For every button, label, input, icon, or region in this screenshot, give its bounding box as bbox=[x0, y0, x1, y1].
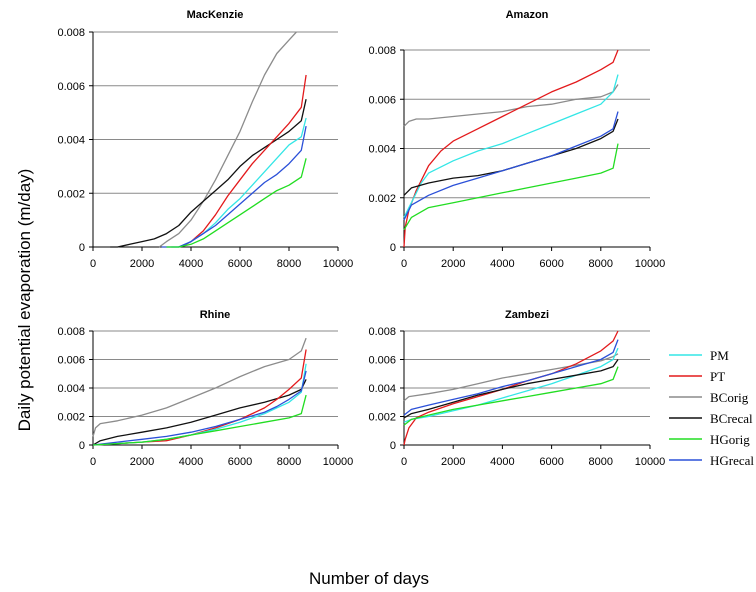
x-tick-label: 0 bbox=[90, 456, 96, 468]
y-tick-label: 0.004 bbox=[368, 383, 396, 395]
series-line-bcorig bbox=[92, 337, 307, 437]
legend: PM PT BCorig BCrecal HGorig HGrecal bbox=[669, 348, 754, 468]
series-line-bcorig bbox=[403, 84, 619, 127]
x-tick-label: 10000 bbox=[323, 258, 354, 270]
y-tick-label: 0 bbox=[79, 242, 85, 254]
y-tick-label: 0.002 bbox=[368, 412, 396, 424]
y-tick-label: 0.008 bbox=[57, 326, 85, 338]
legend-label-hgorig: HGorig bbox=[710, 432, 750, 447]
legend-label-pt: PT bbox=[710, 369, 725, 384]
series-line-bcorig bbox=[403, 353, 619, 402]
y-tick-label: 0.008 bbox=[57, 27, 85, 39]
x-tick-label: 2000 bbox=[441, 456, 465, 468]
x-tick-label: 4000 bbox=[179, 258, 203, 270]
series-line-pm bbox=[403, 74, 619, 218]
x-tick-label: 8000 bbox=[589, 456, 613, 468]
x-tick-label: 2000 bbox=[130, 456, 154, 468]
series-line-bcorig bbox=[158, 31, 297, 248]
x-tick-label: 6000 bbox=[539, 258, 563, 270]
x-tick-label: 8000 bbox=[277, 258, 301, 270]
y-tick-label: 0 bbox=[79, 440, 85, 452]
x-tick-label: 6000 bbox=[228, 456, 252, 468]
series-line-hgrecal bbox=[161, 125, 307, 248]
y-tick-label: 0.002 bbox=[57, 412, 85, 424]
series-line-hgorig bbox=[403, 143, 619, 231]
legend-label-bcorig: BCorig bbox=[710, 390, 749, 405]
x-tick-label: 6000 bbox=[228, 258, 252, 270]
series-line-bcrecal bbox=[403, 359, 619, 419]
x-tick-label: 10000 bbox=[635, 258, 666, 270]
panel-zambezi: Zambezi 0 0.002 0.004 0.006 0.008 0 2000 4000 600… bbox=[368, 309, 665, 468]
x-tick-label: 2000 bbox=[130, 258, 154, 270]
panel-rhine: Rhine 0 0.002 0.004 0.006 0.008 0 2000 4000 6000 8… bbox=[57, 309, 353, 468]
series-line-hgrecal bbox=[92, 370, 307, 446]
y-tick-label: 0.006 bbox=[57, 81, 85, 93]
y-tick-label: 0.006 bbox=[57, 355, 85, 367]
series-line-hgorig bbox=[403, 366, 619, 426]
series-line-bcrecal bbox=[110, 99, 307, 248]
x-tick-label: 4000 bbox=[490, 456, 514, 468]
x-tick-label: 10000 bbox=[635, 456, 666, 468]
y-tick-label: 0.004 bbox=[57, 135, 85, 147]
y-tick-label: 0.006 bbox=[368, 94, 396, 106]
x-tick-label: 10000 bbox=[323, 456, 354, 468]
panel-title: Zambezi bbox=[505, 309, 549, 321]
x-tick-label: 0 bbox=[401, 456, 407, 468]
x-tick-label: 8000 bbox=[277, 456, 301, 468]
series-line-hgrecal bbox=[403, 111, 619, 221]
series-line-pm bbox=[403, 347, 619, 423]
series-line-pt bbox=[178, 74, 307, 248]
panel-title: Amazon bbox=[506, 9, 549, 21]
y-tick-label: 0.006 bbox=[368, 355, 396, 367]
y-tick-label: 0 bbox=[390, 440, 396, 452]
x-axis-label: Number of days bbox=[309, 569, 429, 588]
y-axis-label: Daily potential evaporation (m/day) bbox=[15, 169, 34, 432]
y-tick-label: 0.008 bbox=[368, 45, 396, 57]
panel-title: Rhine bbox=[200, 309, 231, 321]
series-line-hgorig bbox=[92, 394, 307, 446]
x-tick-label: 0 bbox=[90, 258, 96, 270]
x-tick-label: 8000 bbox=[589, 258, 613, 270]
y-tick-label: 0.002 bbox=[368, 193, 396, 205]
panel-mackenzie: MacKenzie 0 0.002 0.004 0.006 0.008 0 2000 4000 6… bbox=[57, 9, 353, 270]
x-tick-label: 4000 bbox=[490, 258, 514, 270]
legend-label-bcrecal: BCrecal bbox=[710, 411, 753, 426]
y-tick-label: 0 bbox=[390, 242, 396, 254]
panel-title: MacKenzie bbox=[187, 9, 244, 21]
panel-amazon: Amazon 0 0.002 0.004 0.006 0.008 0 2000 4000 6000… bbox=[368, 9, 665, 270]
legend-label-hgrecal: HGrecal bbox=[710, 453, 754, 468]
series-line-pt bbox=[403, 330, 619, 446]
legend-label-pm: PM bbox=[710, 348, 729, 363]
x-tick-label: 0 bbox=[401, 258, 407, 270]
series-line-hgrecal bbox=[403, 339, 619, 416]
x-tick-label: 4000 bbox=[179, 456, 203, 468]
y-tick-label: 0.004 bbox=[368, 144, 396, 156]
x-tick-label: 2000 bbox=[441, 258, 465, 270]
x-tick-label: 6000 bbox=[539, 456, 563, 468]
y-tick-label: 0.008 bbox=[368, 326, 396, 338]
y-tick-label: 0.004 bbox=[57, 383, 85, 395]
series-line-hgorig bbox=[166, 158, 307, 248]
series-line-bcrecal bbox=[92, 379, 307, 446]
series-line-pm bbox=[92, 363, 307, 446]
y-tick-label: 0.002 bbox=[57, 188, 85, 200]
